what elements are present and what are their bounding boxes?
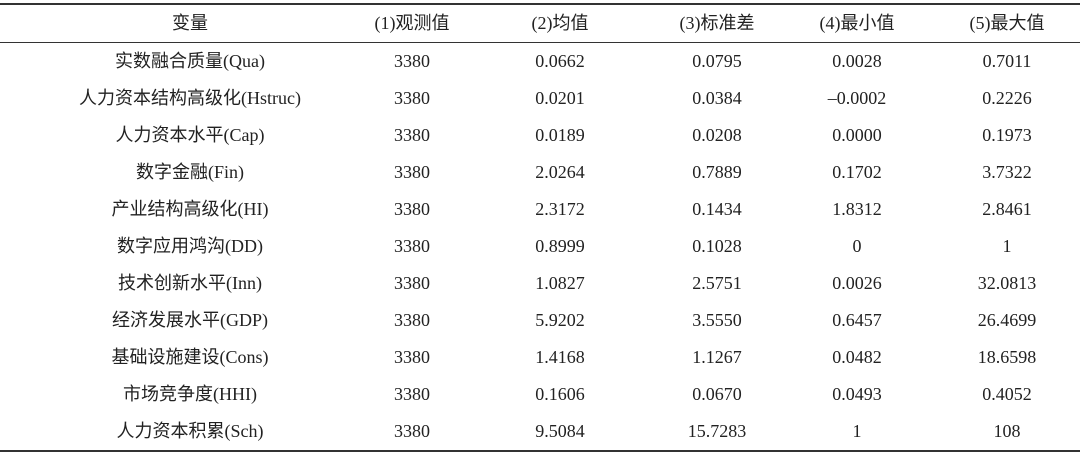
data-cell: 0.8999 bbox=[535, 236, 585, 256]
data-cell: 0.7011 bbox=[982, 51, 1032, 71]
data-cell: 5.9202 bbox=[535, 310, 585, 330]
data-cell: 0.0795 bbox=[692, 51, 742, 71]
row-label: 人力资本积累(Sch) bbox=[116, 421, 264, 441]
data-cell: 15.7283 bbox=[687, 421, 747, 441]
row-label: 技术创新水平(Inn) bbox=[118, 273, 262, 293]
data-cell: 3380 bbox=[394, 310, 430, 330]
row-label: 产业结构高级化(HI) bbox=[111, 199, 269, 219]
data-cell: 2.5751 bbox=[692, 273, 742, 293]
data-cell: 1.0827 bbox=[535, 273, 585, 293]
data-cell: 3380 bbox=[394, 88, 430, 108]
data-cell: 3380 bbox=[394, 273, 430, 293]
data-cell: 0.0493 bbox=[832, 384, 882, 404]
data-cell: 0.0201 bbox=[535, 88, 585, 108]
data-cell: 32.0813 bbox=[977, 273, 1037, 293]
data-cell: 108 bbox=[993, 421, 1021, 441]
data-cell: 0.1702 bbox=[832, 162, 882, 182]
data-cell: 0.1973 bbox=[982, 125, 1032, 145]
header-cell: (3)标准差 bbox=[679, 13, 755, 33]
data-cell: 0.0670 bbox=[692, 384, 742, 404]
data-cell: 0.2226 bbox=[982, 88, 1032, 108]
header-cell: (2)均值 bbox=[531, 13, 589, 33]
data-cell: 0.0026 bbox=[832, 273, 882, 293]
data-cell: 0.0208 bbox=[692, 125, 742, 145]
data-cell: 0.0028 bbox=[832, 51, 882, 71]
data-cell: 3380 bbox=[394, 421, 430, 441]
data-cell: 0.1606 bbox=[535, 384, 585, 404]
header-cell: (4)最小值 bbox=[819, 13, 895, 33]
header-cell: (1)观测值 bbox=[374, 13, 450, 33]
data-cell: 3.7322 bbox=[982, 162, 1032, 182]
row-label: 基础设施建设(Cons) bbox=[111, 347, 269, 367]
row-label: 人力资本水平(Cap) bbox=[115, 125, 265, 145]
data-cell: 2.0264 bbox=[535, 162, 585, 182]
data-cell: 1 bbox=[1002, 236, 1012, 256]
data-cell: 3380 bbox=[394, 51, 430, 71]
data-cell: 3380 bbox=[394, 347, 430, 367]
data-cell: 18.6598 bbox=[977, 347, 1037, 367]
data-cell: 0.1028 bbox=[692, 236, 742, 256]
data-cell: 2.8461 bbox=[982, 199, 1032, 219]
data-cell: 1.4168 bbox=[535, 347, 585, 367]
data-cell: 0.4052 bbox=[982, 384, 1032, 404]
data-cell: 0.0482 bbox=[832, 347, 882, 367]
data-cell: 3380 bbox=[394, 199, 430, 219]
data-cell: 0.0189 bbox=[535, 125, 585, 145]
data-cell: 9.5084 bbox=[535, 421, 585, 441]
data-cell: 3380 bbox=[394, 125, 430, 145]
row-label: 数字金融(Fin) bbox=[136, 162, 244, 182]
data-cell: 2.3172 bbox=[535, 199, 585, 219]
data-cell: 26.4699 bbox=[977, 310, 1037, 330]
top-rule bbox=[0, 3, 1080, 5]
data-cell: 3380 bbox=[394, 236, 430, 256]
data-cell: 3.5550 bbox=[692, 310, 742, 330]
header-cell: (5)最大值 bbox=[969, 13, 1045, 33]
header-cell: 变量 bbox=[172, 13, 208, 33]
data-cell: 0.1434 bbox=[692, 199, 742, 219]
data-cell: –0.0002 bbox=[827, 88, 887, 108]
row-label: 人力资本结构高级化(Hstruc) bbox=[79, 88, 301, 108]
data-cell: 3380 bbox=[394, 162, 430, 182]
row-label: 经济发展水平(GDP) bbox=[112, 310, 268, 330]
data-cell: 0.0384 bbox=[692, 88, 742, 108]
data-cell: 0.0662 bbox=[535, 51, 585, 71]
row-label: 实数融合质量(Qua) bbox=[115, 51, 265, 71]
data-cell: 1 bbox=[852, 421, 862, 441]
data-cell: 0.6457 bbox=[832, 310, 882, 330]
data-cell: 1.8312 bbox=[832, 199, 882, 219]
row-label: 数字应用鸿沟(DD) bbox=[117, 236, 263, 256]
data-cell: 0 bbox=[852, 236, 862, 256]
data-cell: 3380 bbox=[394, 384, 430, 404]
bottom-rule bbox=[0, 450, 1080, 452]
data-cell: 0.7889 bbox=[692, 162, 742, 182]
data-cell: 0.0000 bbox=[832, 125, 882, 145]
row-label: 市场竞争度(HHI) bbox=[123, 384, 257, 404]
header-rule bbox=[0, 42, 1080, 43]
data-cell: 1.1267 bbox=[692, 347, 742, 367]
